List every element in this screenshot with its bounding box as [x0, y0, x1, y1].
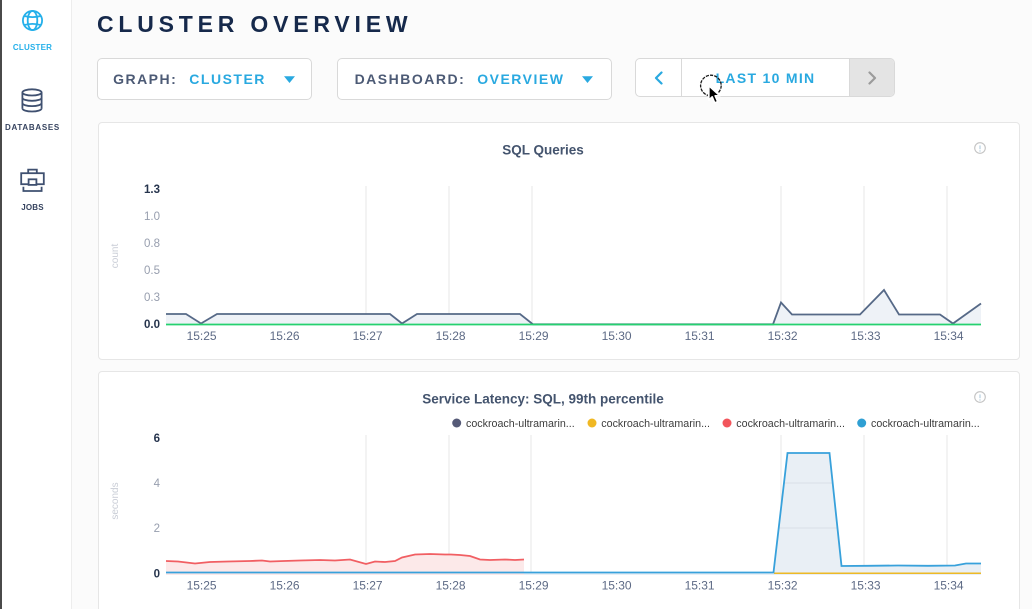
svg-text:1.3: 1.3 — [144, 184, 160, 196]
svg-text:4: 4 — [154, 478, 161, 490]
svg-text:seconds: seconds — [110, 482, 121, 519]
svg-text:15:29: 15:29 — [519, 579, 549, 593]
svg-text:15:32: 15:32 — [768, 329, 798, 343]
svg-text:15:25: 15:25 — [187, 579, 217, 593]
svg-text:SQL Queries: SQL Queries — [502, 143, 584, 158]
svg-text:15:28: 15:28 — [436, 329, 466, 343]
svg-text:15:29: 15:29 — [519, 329, 549, 343]
svg-text:15:30: 15:30 — [602, 329, 632, 343]
svg-text:0: 0 — [154, 569, 160, 581]
svg-text:cockroach-ultramarin...: cockroach-ultramarin... — [871, 418, 980, 430]
svg-text:cockroach-ultramarin...: cockroach-ultramarin... — [736, 418, 845, 430]
svg-text:0.5: 0.5 — [144, 265, 160, 277]
svg-text:15:27: 15:27 — [353, 579, 383, 593]
svg-text:15:30: 15:30 — [602, 579, 632, 593]
svg-text:0.8: 0.8 — [144, 238, 160, 250]
svg-text:15:34: 15:34 — [934, 579, 964, 593]
svg-text:cockroach-ultramarin...: cockroach-ultramarin... — [466, 418, 575, 430]
svg-text:count: count — [110, 244, 121, 269]
svg-text:Service Latency: SQL, 99th per: Service Latency: SQL, 99th percentile — [422, 392, 664, 407]
svg-text:15:25: 15:25 — [187, 329, 217, 343]
svg-text:0.0: 0.0 — [144, 319, 160, 331]
svg-text:1.0: 1.0 — [144, 211, 160, 223]
svg-text:15:28: 15:28 — [436, 579, 466, 593]
svg-text:cockroach-ultramarin...: cockroach-ultramarin... — [601, 418, 710, 430]
svg-text:15:34: 15:34 — [934, 329, 964, 343]
svg-text:2: 2 — [154, 523, 160, 535]
svg-text:15:27: 15:27 — [353, 329, 383, 343]
svg-text:6: 6 — [154, 433, 160, 445]
svg-text:15:33: 15:33 — [851, 329, 881, 343]
svg-text:15:31: 15:31 — [685, 579, 715, 593]
svg-text:15:26: 15:26 — [270, 329, 300, 343]
svg-text:15:32: 15:32 — [768, 579, 798, 593]
svg-text:15:26: 15:26 — [270, 579, 300, 593]
svg-text:15:33: 15:33 — [851, 579, 881, 593]
svg-text:15:31: 15:31 — [685, 329, 715, 343]
svg-text:0.3: 0.3 — [144, 292, 160, 304]
